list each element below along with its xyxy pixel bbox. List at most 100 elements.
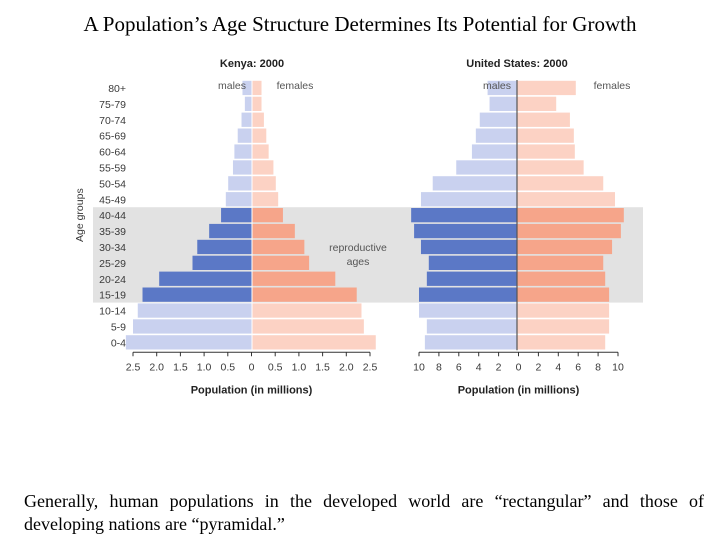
male-bar [426, 319, 517, 334]
male-bar [456, 160, 517, 175]
male-bar [475, 128, 517, 143]
x-tick-label: 2 [535, 361, 541, 373]
female-bar [252, 208, 283, 223]
females-label: females [594, 80, 631, 92]
male-bar [237, 128, 252, 143]
male-bar [414, 223, 517, 239]
x-axis-title: Population (in millions) [458, 384, 580, 396]
female-bar [517, 255, 604, 270]
male-bar [428, 255, 517, 270]
female-bar [517, 144, 575, 159]
age-group-label: 80+ [108, 83, 126, 95]
female-bar [517, 128, 574, 143]
age-group-label: 45-49 [99, 194, 126, 206]
female-bar [517, 160, 584, 175]
female-bar [517, 112, 570, 127]
male-bar [232, 160, 252, 175]
male-bar [420, 239, 517, 255]
age-group-label: 55-59 [99, 162, 126, 174]
male-bar [479, 112, 517, 127]
female-bar [252, 255, 310, 270]
age-group-label: 35-39 [99, 226, 126, 238]
female-bar [252, 96, 262, 111]
male-bar [228, 176, 252, 191]
female-bar [517, 223, 621, 239]
female-bar [517, 208, 624, 223]
female-bar [252, 176, 276, 191]
male-bar [489, 96, 517, 111]
band-label: reproductive [329, 242, 387, 254]
chart-title: Kenya: 2000 [220, 58, 284, 70]
age-group-label: 25-29 [99, 258, 126, 270]
male-bar [209, 223, 252, 239]
female-bar [517, 303, 610, 318]
male-bar [420, 192, 517, 207]
male-bar [225, 192, 252, 207]
males-label: males [218, 80, 246, 92]
slide-caption: Generally, human populations in the deve… [24, 491, 704, 534]
x-tick-label: 4 [555, 361, 561, 373]
age-group-label: 5-9 [111, 321, 126, 333]
male-bar [221, 208, 252, 223]
male-bar [432, 176, 517, 191]
age-group-label: 50-54 [99, 178, 126, 190]
slide-title: A Population’s Age Structure Determines … [83, 12, 637, 36]
band-label: ages [347, 256, 370, 268]
x-axis-title: Population (in millions) [191, 384, 313, 396]
age-group-label: 60-64 [99, 147, 126, 159]
male-bar [424, 335, 517, 350]
female-bar [252, 112, 264, 127]
female-bar [517, 80, 576, 96]
x-tick-label: 8 [595, 361, 601, 373]
females-label: females [277, 80, 314, 92]
age-group-label: 65-69 [99, 131, 126, 143]
female-bar [517, 335, 606, 350]
population-pyramids-chart: Age groups 80+ 75-79 70-74 65-69 60-64 55-59 50… [74, 58, 643, 396]
x-tick-label: 8 [436, 361, 442, 373]
y-axis-title: Age groups [74, 188, 86, 242]
female-bar [252, 271, 336, 286]
male-bar [234, 144, 252, 159]
age-group-label: 70-74 [99, 115, 126, 127]
male-bar [137, 303, 252, 318]
age-group-label: 0-4 [111, 337, 126, 349]
x-tick-label: 0.5 [268, 361, 283, 373]
male-bar [241, 112, 252, 127]
female-bar [517, 287, 610, 302]
age-group-label: 40-44 [99, 210, 126, 222]
male-bar [192, 255, 252, 270]
female-bar [252, 335, 376, 350]
male-bar [426, 271, 517, 286]
male-bar [419, 287, 517, 302]
female-bar [252, 223, 295, 239]
female-bar [252, 319, 364, 334]
female-bar [252, 239, 305, 255]
female-bar [517, 239, 613, 255]
x-tick-label: 2 [496, 361, 502, 373]
age-group-label: 10-14 [99, 306, 126, 318]
x-tick-label: 2.0 [149, 361, 164, 373]
x-tick-label: 2.5 [126, 361, 141, 373]
x-tick-label: 0.5 [220, 361, 235, 373]
x-tick-label: 1.5 [315, 361, 330, 373]
x-tick-label: 1.5 [173, 361, 188, 373]
x-tick-label: 2.5 [363, 361, 378, 373]
reproductive-band [93, 207, 643, 303]
female-bar [252, 287, 357, 302]
female-bar [517, 271, 606, 286]
male-bar [142, 287, 252, 302]
female-bar [252, 128, 267, 143]
x-tick-label: 0 [249, 361, 255, 373]
age-group-label: 30-34 [99, 242, 126, 254]
x-tick-label: 1.0 [292, 361, 307, 373]
male-bar [244, 96, 252, 111]
female-bar [517, 176, 604, 191]
x-tick-label: 0 [516, 361, 522, 373]
female-bar [252, 303, 362, 318]
male-bar [159, 271, 252, 286]
female-bar [517, 192, 615, 207]
x-tick-label: 4 [476, 361, 482, 373]
x-tick-label: 10 [612, 361, 624, 373]
female-bar [517, 96, 557, 111]
male-bar [411, 208, 517, 223]
